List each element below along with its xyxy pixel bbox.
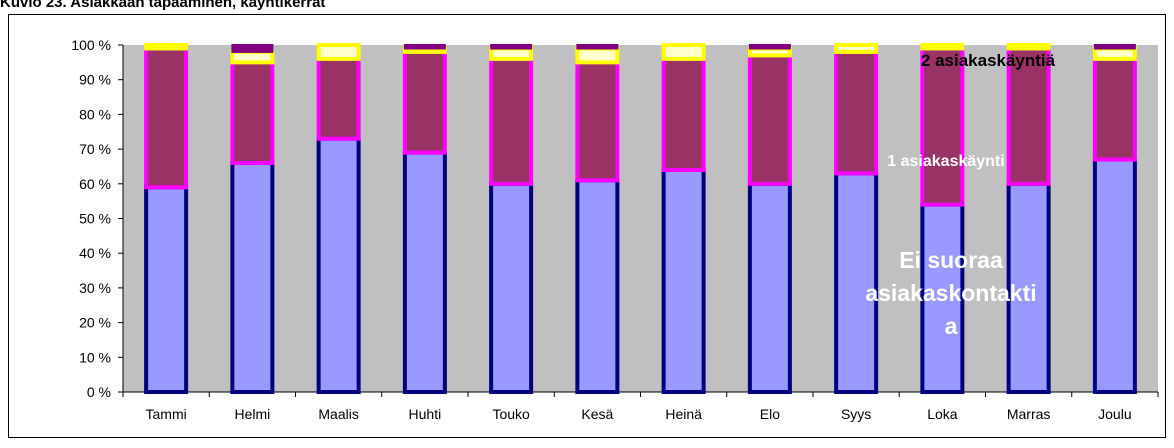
bar-segment-kaksi	[834, 43, 879, 54]
bar-segment-top	[576, 44, 619, 50]
bar-segment-kaksi	[316, 43, 361, 61]
bar-segment-yksi	[316, 56, 361, 141]
y-tick-label: 0 %	[87, 384, 111, 400]
x-tick-label: Syys	[841, 406, 871, 422]
y-tick-label: 20 %	[79, 315, 111, 331]
bar-segment-kaksi	[230, 49, 275, 65]
y-tick-label: 100 %	[71, 37, 111, 53]
x-tick-label: Touko	[492, 406, 530, 422]
bar-segment-yksi	[834, 49, 879, 176]
bar-segment-yksi	[230, 60, 275, 165]
bar-segment-ei	[402, 150, 447, 394]
x-tick-label: Tammi	[146, 406, 187, 422]
bar-segment-kaksi	[920, 43, 965, 51]
x-tick-label: Joulu	[1098, 406, 1131, 422]
bar-segment-kaksi	[661, 43, 706, 61]
bar-segment-yksi	[402, 49, 447, 155]
y-tick-label: 60 %	[79, 176, 111, 192]
chart-caption: Kuvio 23. Asiakkaan tapaaminen, käyntike…	[0, 0, 326, 11]
bar-segment-yksi	[1092, 56, 1137, 162]
x-tick-label: Helmi	[234, 406, 270, 422]
series-label-ei: Ei suoraa	[899, 247, 1003, 273]
bar-segment-ei	[489, 181, 534, 394]
bar-segment-ei	[920, 202, 965, 394]
y-tick-label: 90 %	[79, 72, 111, 88]
series-label-ei: asiakaskontakti	[865, 280, 1036, 306]
bar-segment-ei	[575, 178, 620, 394]
bar-segment-kaksi	[489, 46, 534, 61]
bar-segment-top	[403, 44, 446, 50]
bar-segment-ei	[230, 160, 275, 394]
y-tick-label: 30 %	[79, 280, 111, 296]
bar-segment-yksi	[1006, 46, 1051, 186]
bar-segment-top	[490, 44, 533, 50]
x-tick-label: Heinä	[665, 406, 702, 422]
x-tick-label: Marras	[1007, 406, 1051, 422]
plot-area	[123, 45, 1158, 392]
bar-segment-kaksi	[575, 46, 620, 65]
bar-segment-kaksi	[1006, 43, 1051, 51]
series-label-yksi: 1 asiakaskäynti	[887, 153, 1004, 170]
bar-segment-ei	[834, 171, 879, 394]
bar-segment-yksi	[661, 56, 706, 172]
bar-segment-yksi	[489, 56, 534, 186]
bar-segment-ei	[747, 181, 792, 394]
y-tick-label: 40 %	[79, 245, 111, 261]
x-tick-label: Maalis	[318, 406, 358, 422]
x-tick-label: Huhti	[409, 406, 442, 422]
bar-segment-ei	[144, 185, 189, 394]
bar-segment-kaksi	[747, 46, 792, 58]
y-tick-label: 80 %	[79, 106, 111, 122]
bar-segment-yksi	[144, 46, 189, 190]
bar-segment-ei	[316, 136, 361, 394]
bar-segment-ei	[661, 167, 706, 394]
y-tick-label: 10 %	[79, 349, 111, 365]
series-label-kaksi: 2 asiakaskäyntiä	[921, 51, 1056, 70]
x-tick-label: Kesä	[581, 406, 613, 422]
x-tick-label: Elo	[760, 406, 780, 422]
bar-segment-kaksi	[144, 43, 189, 51]
x-tick-label: Loka	[927, 406, 958, 422]
series-label-ei: a	[945, 313, 958, 339]
bar-segment-yksi	[747, 53, 792, 186]
bar-segment-top	[748, 44, 791, 50]
y-tick-label: 70 %	[79, 141, 111, 157]
bar-segment-ei	[1092, 157, 1137, 394]
bar-segment-top	[231, 44, 274, 53]
bar-segment-yksi	[575, 60, 620, 183]
bar-segment-yksi	[920, 46, 965, 207]
bar-segment-top	[1093, 44, 1136, 50]
bar-segment-kaksi	[1092, 46, 1137, 61]
y-tick-label: 50 %	[79, 211, 111, 227]
